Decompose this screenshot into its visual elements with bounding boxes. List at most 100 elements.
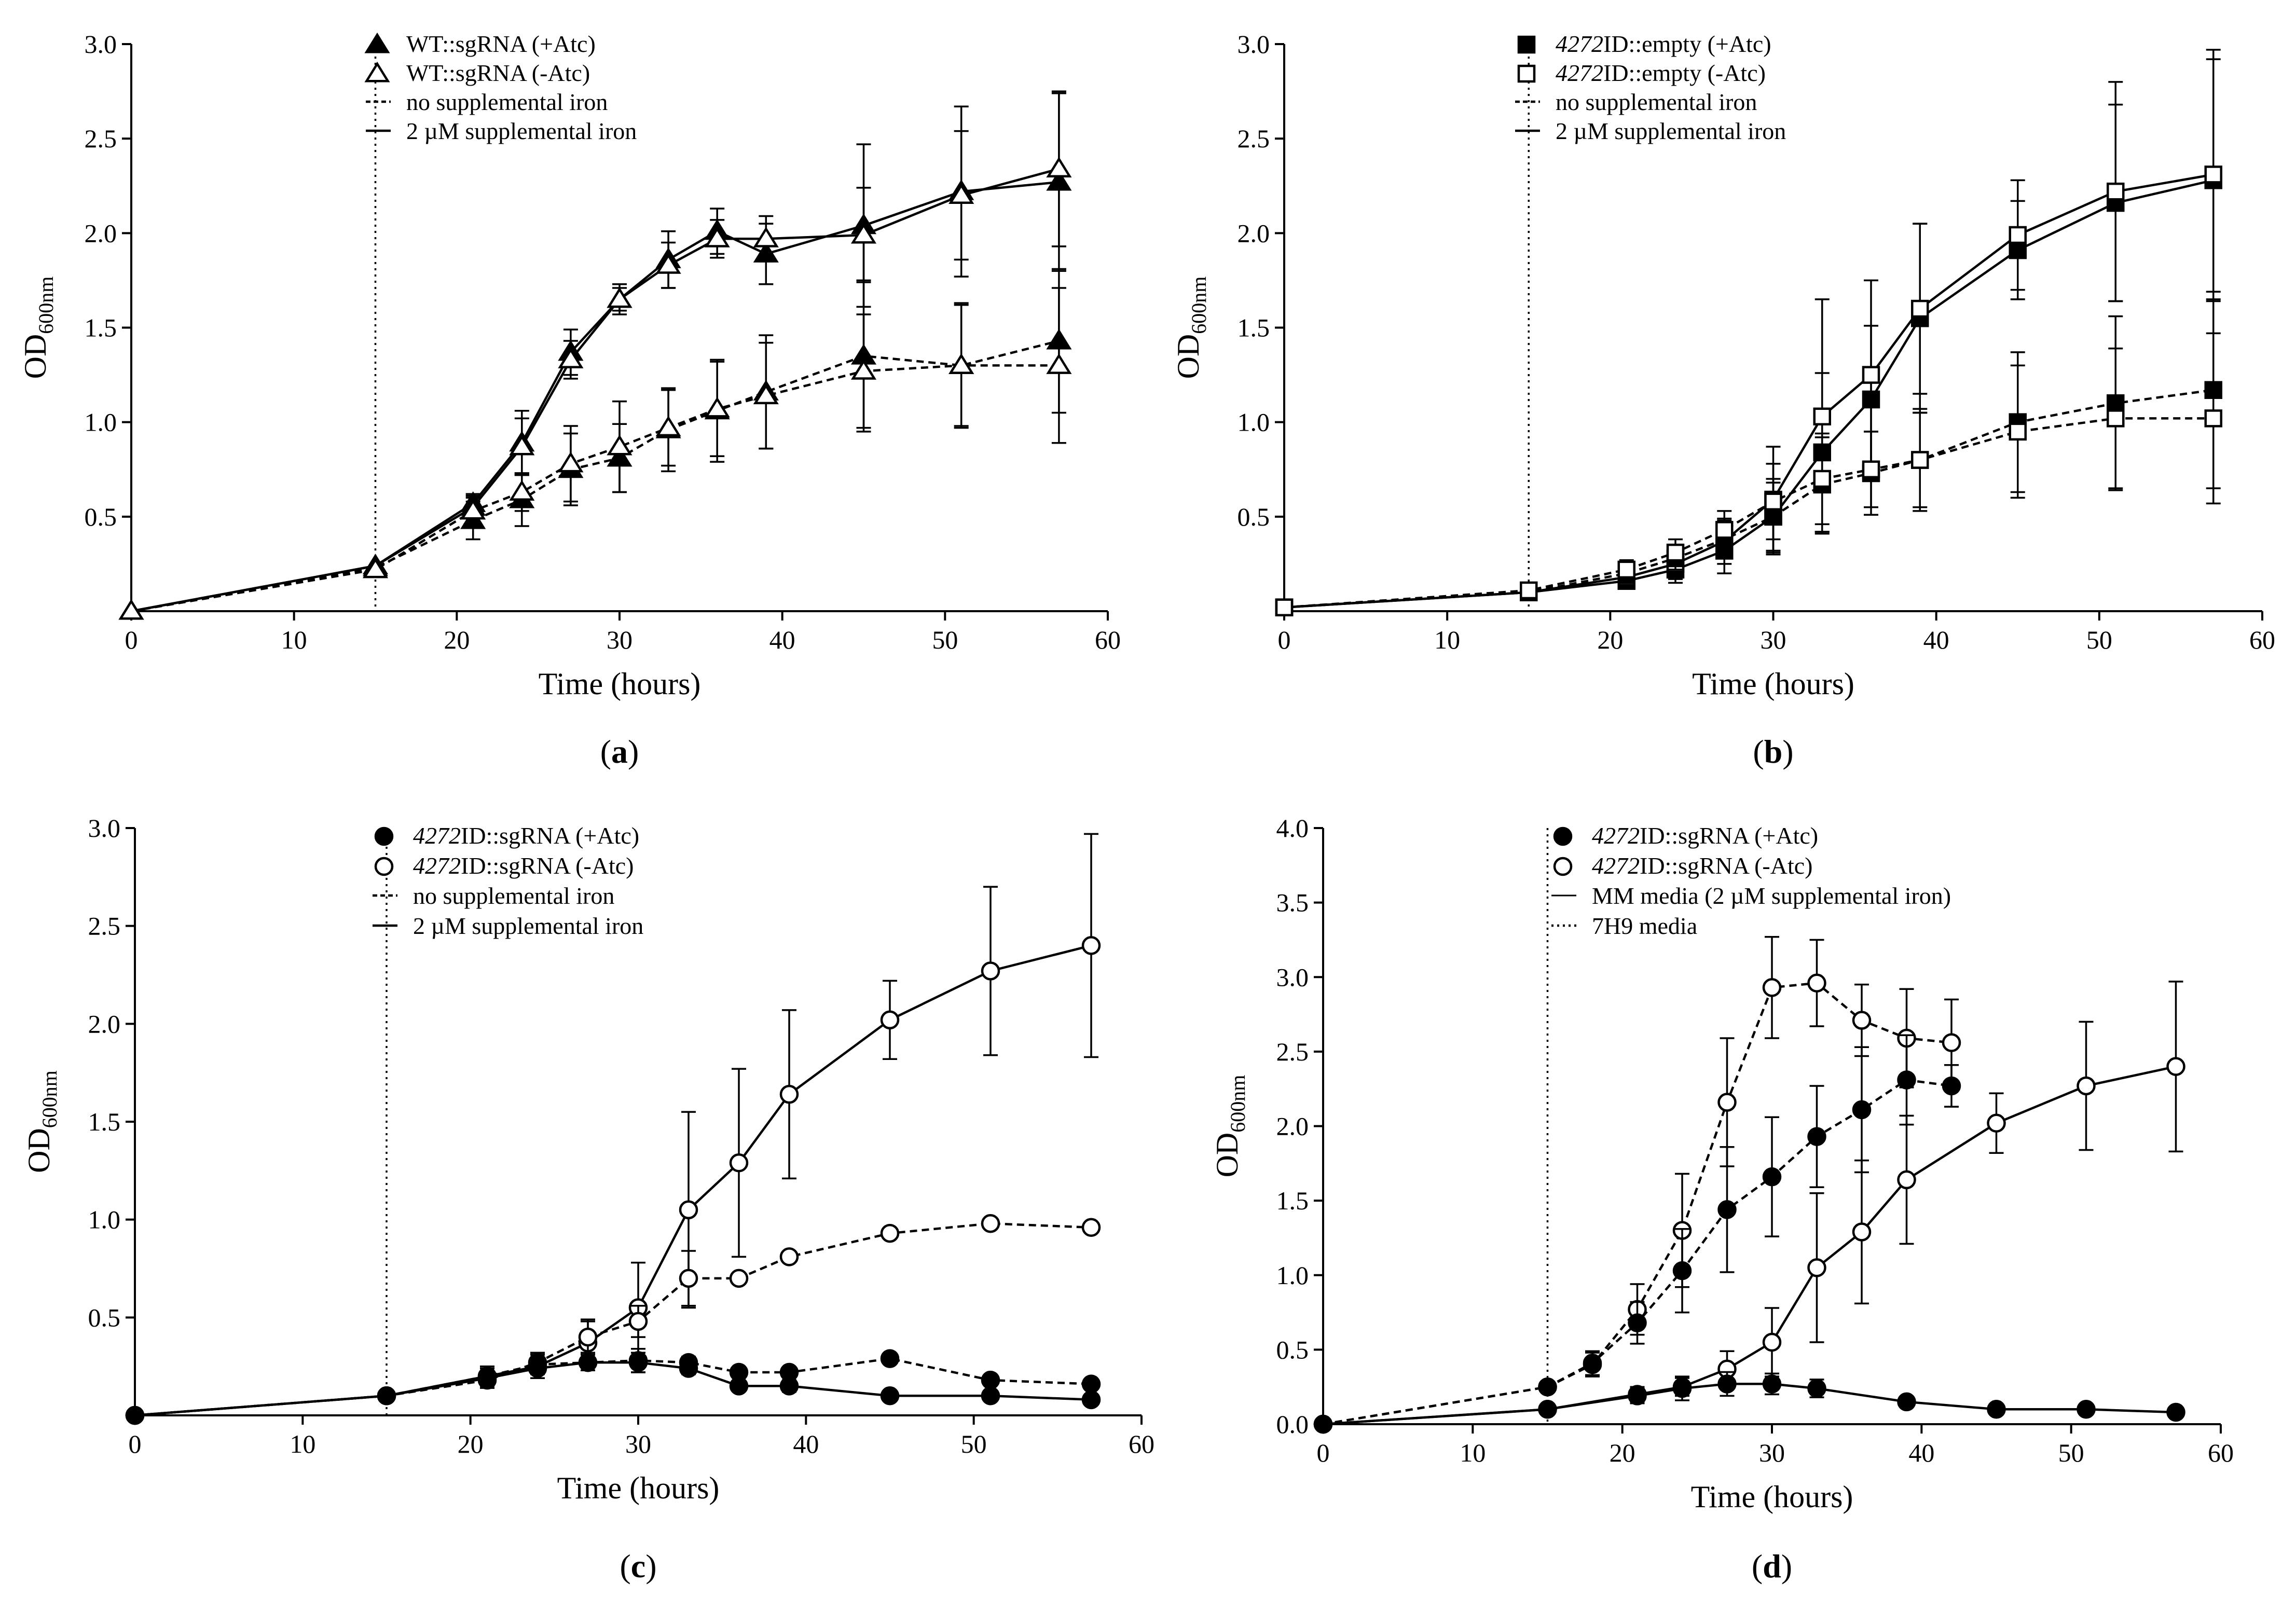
- chart-a-x-tick-label: 50: [932, 625, 958, 654]
- chart-c-point: [528, 1355, 547, 1374]
- chart-b-x-tick-label: 50: [2086, 625, 2112, 654]
- chart-a-legend-marker: [364, 32, 390, 53]
- chart-d-point: [1538, 1400, 1557, 1419]
- chart-d-legend-marker: [1553, 826, 1573, 846]
- chart-b-x-tick-label: 30: [1761, 625, 1786, 654]
- chart-b-y-tick-label: 1.0: [1238, 408, 1270, 437]
- chart-d-point: [1762, 978, 1782, 997]
- chart-b-series-line: [1284, 417, 2213, 609]
- chart-b-y-tick-label: 0.5: [1238, 502, 1270, 531]
- chart-a-point: [704, 226, 730, 247]
- chart-a-point: [118, 599, 144, 620]
- chart-a-svg: 0 10 20 30 40 50 60 0.5 1.0 1.5 2.0 2.5 3.0 Time (hou…: [18, 30, 1121, 770]
- chart-d-point: [1717, 1200, 1737, 1219]
- chart-a-point: [948, 353, 974, 374]
- chart-d-y-axis-label-main: OD: [1210, 1133, 1244, 1178]
- chart-a-legend-label: no supplemental iron: [406, 89, 608, 115]
- chart-d-legend-marker: [1553, 857, 1573, 876]
- chart-panel-a: 0 10 20 30 40 50 60 0.5 1.0 1.5 2.0 2.5 3.0 Time (hou…: [0, 0, 1148, 806]
- chart-d-point: [2077, 1076, 2096, 1096]
- chart-a-series-line: [131, 339, 1060, 613]
- chart-c-y-tick-label: 3.0: [88, 814, 121, 843]
- chart-a-point: [655, 416, 681, 437]
- chart-d-x-tick-label: 30: [1759, 1438, 1785, 1467]
- chart-b-series: [1275, 332, 2222, 616]
- chart-d-y-tick-label: 3.0: [1276, 962, 1309, 991]
- chart-b-y-axis-label: OD600nm: [1171, 277, 1211, 379]
- chart-d-series-line: [1323, 982, 1952, 1426]
- chart-c-y-tick-label: 0.5: [88, 1303, 121, 1332]
- chart-d-point: [1583, 1353, 1602, 1373]
- chart-c-legend-label-italic: 4272: [413, 822, 461, 849]
- chart-d-x-tick-label: 10: [1460, 1438, 1486, 1467]
- chart-a-caption: (a): [600, 733, 639, 770]
- chart-a-x-tick-label: 40: [769, 625, 795, 654]
- chart-c-series: [125, 1347, 1101, 1425]
- chart-a-y-axis-label: OD600nm: [18, 277, 58, 379]
- chart-a-point: [753, 383, 779, 405]
- chart-d-point: [1628, 1313, 1647, 1332]
- chart-b-series-line: [1284, 179, 2214, 609]
- chart-d-point: [1717, 1374, 1737, 1394]
- chart-d-point: [1852, 1100, 1872, 1120]
- chart-b-legend-label: 4272ID::empty (-Atc): [1556, 60, 1766, 86]
- chart-b-caption: (b): [1753, 733, 1793, 770]
- chart-d-legend-label: 7H9 media: [1592, 913, 1697, 939]
- chart-b-point: [2204, 409, 2222, 428]
- chart-c-svg: 0 10 20 30 40 50 60 0.5 1.0 1.5 2.0 2.5 3.0 Time (hou…: [22, 814, 1154, 1585]
- chart-c-y-tick-label: 2.5: [88, 912, 121, 941]
- chart-b-y-axis-label-sub: 600nm: [1187, 277, 1211, 334]
- chart-c-legend-label-rest: ID::sgRNA (-Atc): [461, 852, 634, 879]
- chart-d-legend-label-rest: ID::sgRNA (+Atc): [1640, 822, 1818, 849]
- chart-d-point: [1942, 1076, 1961, 1096]
- chart-b-series-line: [1284, 389, 2214, 609]
- chart-a-series-line: [131, 168, 1060, 613]
- chart-d-y-tick-label: 0.0: [1276, 1410, 1309, 1439]
- chart-b-svg: 0 10 20 30 40 50 60 0.5 1.0 1.5 2.0 2.5 3.0 Time (hou…: [1171, 30, 2275, 770]
- chart-d-point: [1538, 1377, 1557, 1397]
- chart-d-point: [1807, 1258, 1826, 1277]
- chart-c-point: [679, 1353, 698, 1372]
- chart-d-series-line: [1323, 1383, 2176, 1426]
- chart-b-y-tick-label: 1.5: [1238, 313, 1270, 342]
- chart-a-point: [460, 499, 486, 520]
- chart-d-svg: 0 10 20 30 40 50 60 0.0 0.5 1.0 1.5 2.0 2.5 3.0 3.5 4.0…: [1210, 814, 2234, 1585]
- chart-c-y-axis-label-main: OD: [22, 1128, 56, 1173]
- chart-a-point: [558, 451, 584, 473]
- chart-c-x-tick-label: 0: [129, 1429, 142, 1458]
- chart-d-point: [1313, 1414, 1333, 1434]
- chart-d-legend-label-rest: ID::sgRNA (-Atc): [1640, 852, 1812, 879]
- chart-c-point: [578, 1327, 598, 1347]
- chart-d-y-tick-label: 2.5: [1276, 1037, 1309, 1066]
- chart-c-y-tick-label: 1.5: [88, 1107, 121, 1136]
- chart-d-point: [1897, 1170, 1916, 1190]
- chart-c-caption: (c): [620, 1548, 656, 1585]
- chart-b-point: [1275, 598, 1294, 616]
- chart-b-legend-label: 2 µM supplemental iron: [1556, 118, 1786, 144]
- chart-d-y-tick-label: 2.0: [1276, 1112, 1309, 1141]
- chart-c-point: [125, 1406, 145, 1425]
- chart-d-legend-label-italic: 4272: [1592, 822, 1640, 849]
- chart-d-point: [1807, 1379, 1826, 1398]
- chart-a-point: [509, 434, 535, 456]
- chart-c-point: [477, 1367, 497, 1386]
- chart-b-x-tick-label: 0: [1278, 625, 1291, 654]
- chart-c-point: [1081, 1374, 1101, 1394]
- chart-b-x-axis-label: Time (hours): [1692, 667, 1854, 701]
- chart-c-y-tick-label: 2.0: [88, 1009, 121, 1038]
- chart-a-series: [118, 287, 1072, 620]
- chart-a-point: [362, 557, 389, 578]
- chart-a-legend-label: WT::sgRNA (+Atc): [406, 31, 596, 57]
- chart-a-series: [118, 92, 1072, 620]
- chart-d-y-tick-label: 0.5: [1276, 1335, 1309, 1364]
- chart-b-point: [2009, 422, 2027, 441]
- chart-a-point: [1046, 353, 1072, 374]
- chart-c-point: [880, 1349, 900, 1368]
- chart-d-y-tick-label: 3.5: [1276, 888, 1309, 917]
- chart-a-x-tick-label: 60: [1095, 625, 1121, 654]
- chart-a-caption-open: (: [600, 733, 611, 770]
- chart-b-point: [2009, 226, 2027, 244]
- chart-c-series-line: [134, 1222, 1092, 1417]
- chart-b-legend-label-italic: 4272: [1556, 31, 1603, 57]
